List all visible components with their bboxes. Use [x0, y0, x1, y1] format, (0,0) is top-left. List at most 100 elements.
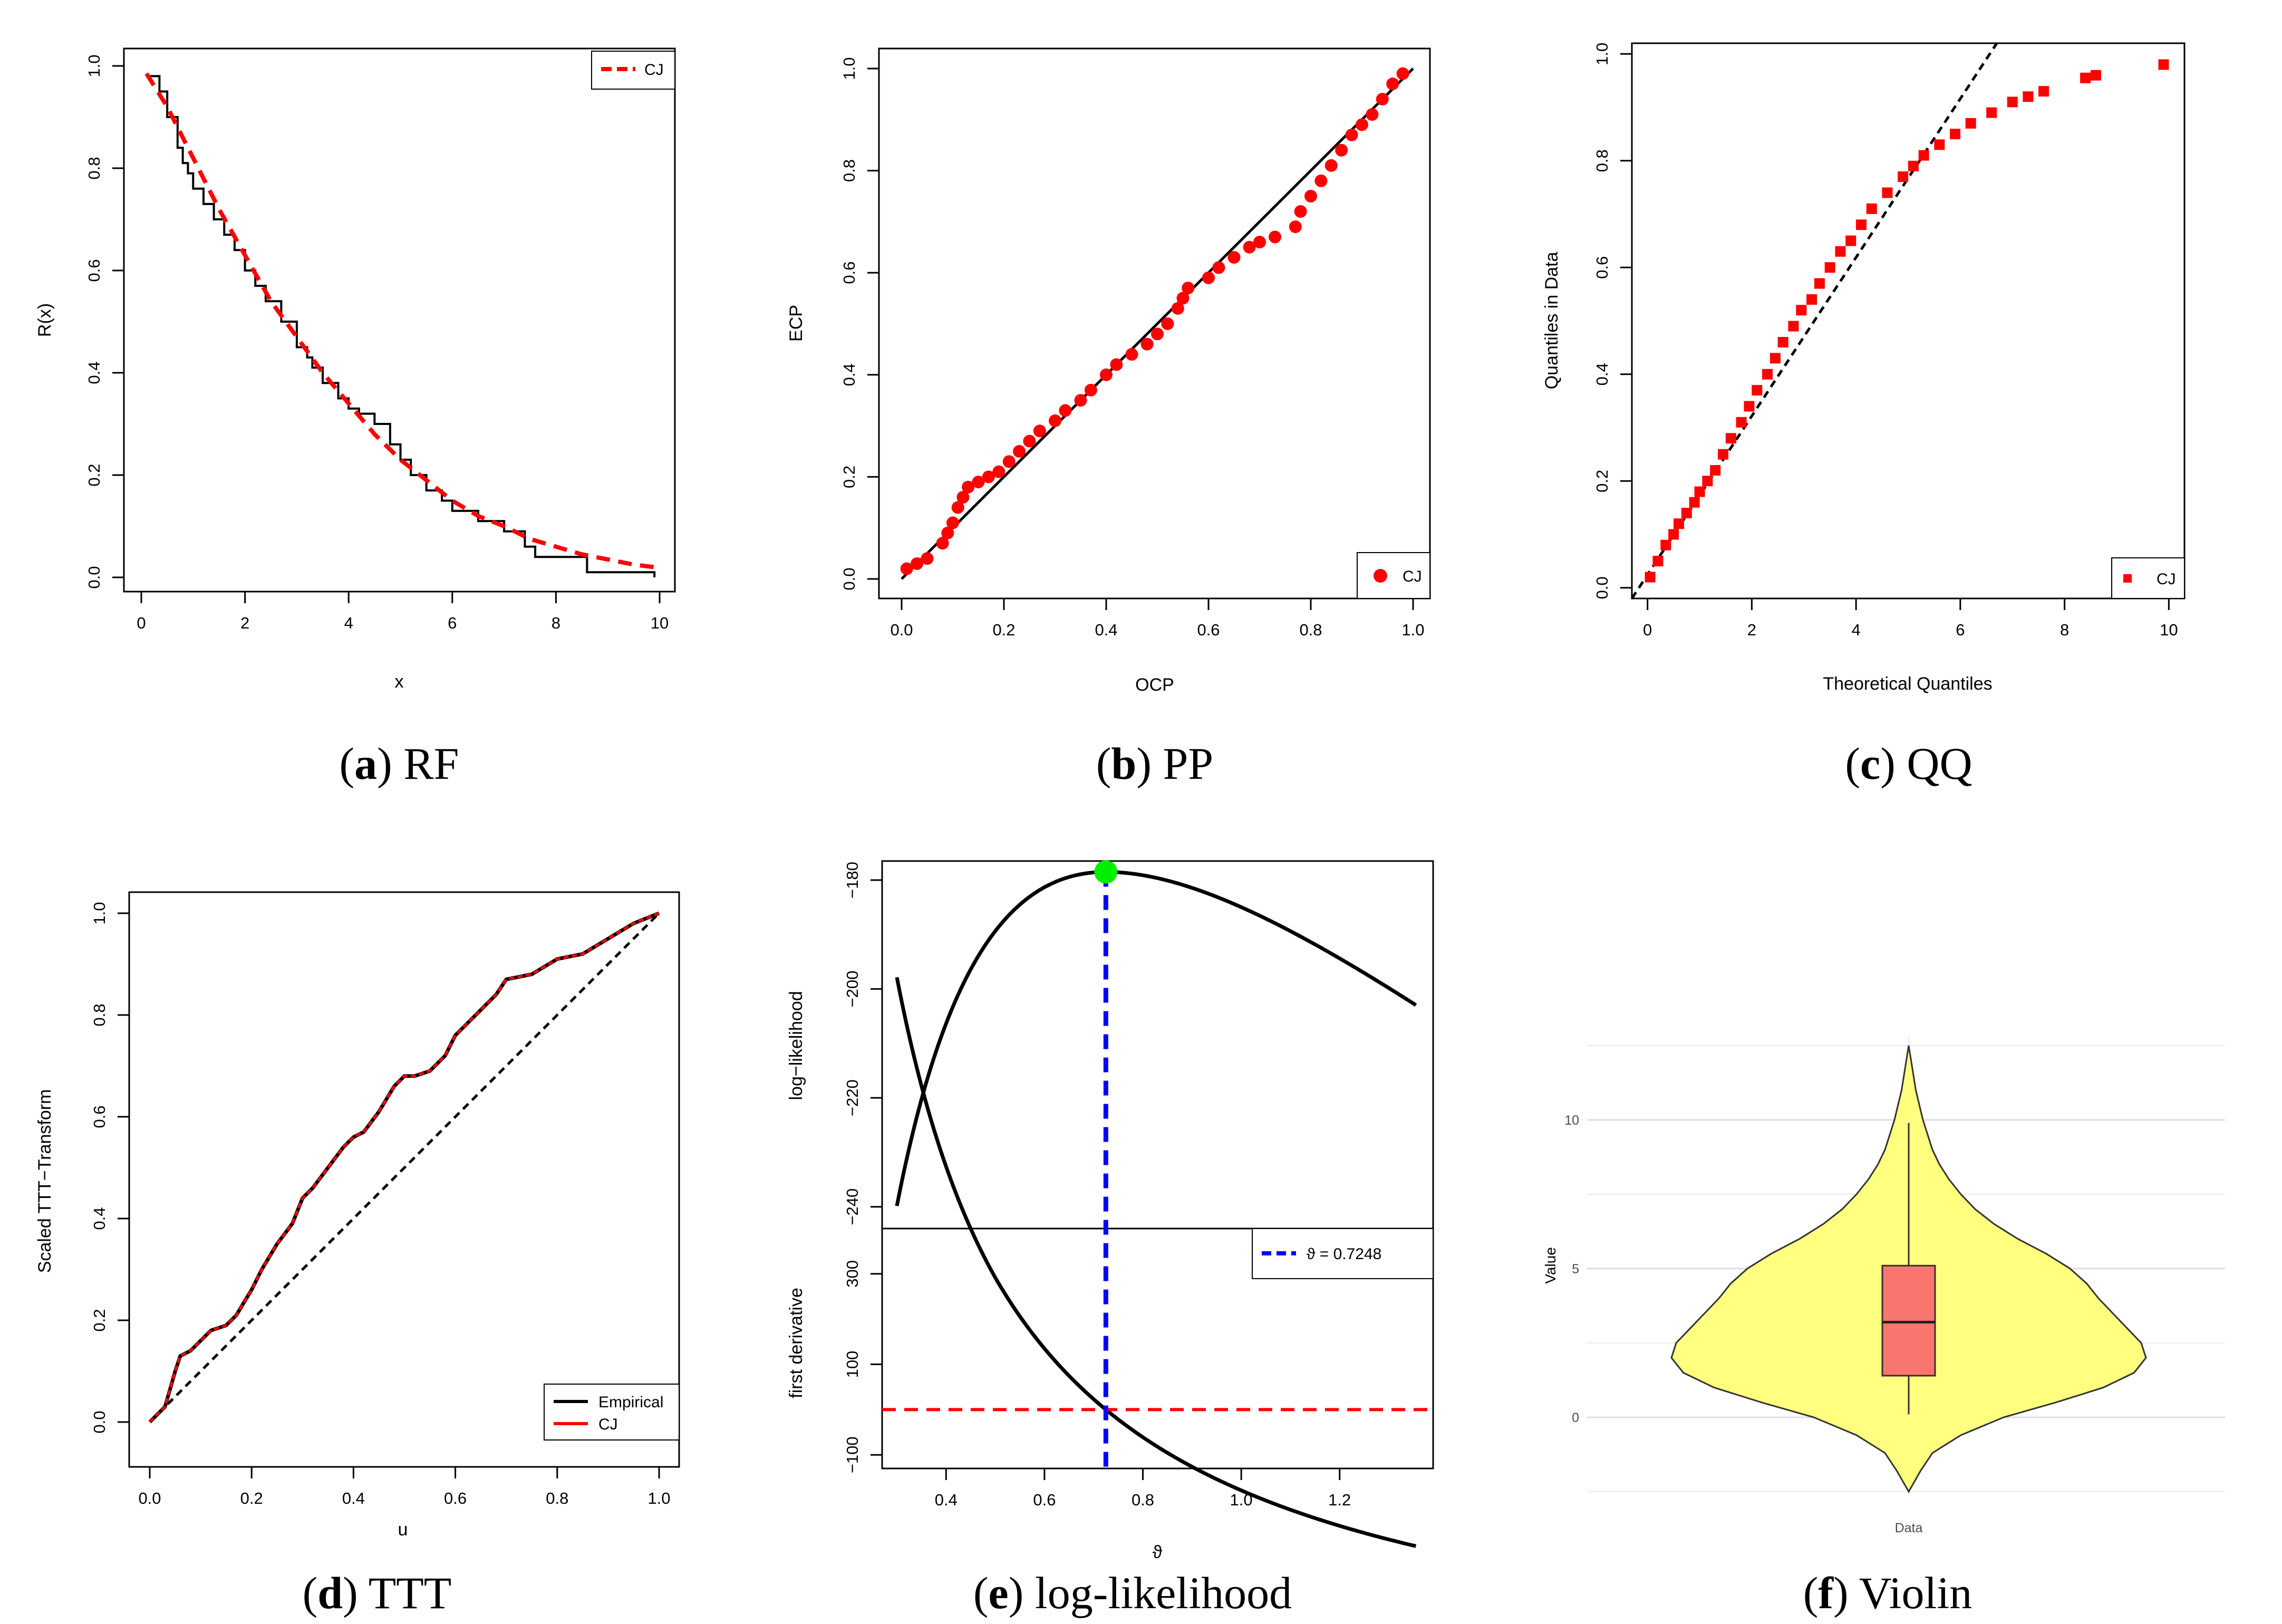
pp-ytick-label-3: 0.6: [840, 262, 858, 284]
loglik-xtick-label-2: 0.8: [1132, 1491, 1154, 1509]
rf-ylabel: R(x): [35, 303, 55, 337]
qq-point: [1725, 433, 1736, 444]
qq-ytick-label-5: 1.0: [1593, 43, 1611, 65]
ttt-legend-empirical-label: Empirical: [598, 1394, 663, 1411]
pp-point: [1033, 424, 1046, 438]
rf-empirical-step-line: [146, 75, 656, 577]
qq-legend-cj-label: CJ: [2157, 571, 2176, 588]
qq-point: [1986, 107, 1997, 118]
qq-point: [1718, 449, 1729, 460]
loglik-xtick-label-0: 0.4: [935, 1491, 958, 1509]
panel-ttt: 0.0 0.2 0.4 0.6 0.8 1.0 0.0 0.2 0.4 0.6 0.8 1.0 u S…: [35, 891, 680, 1540]
qq-xtick-label-4: 8: [2060, 621, 2069, 639]
qq-xtick-label-1: 2: [1747, 621, 1756, 639]
pp-point: [992, 465, 1005, 478]
pp-point: [1074, 394, 1087, 407]
pp-point: [1125, 348, 1138, 361]
pp-point: [1294, 205, 1307, 218]
pp-point: [1345, 128, 1358, 141]
qq-xtick-label-3: 6: [1956, 621, 1965, 639]
pp-point: [1013, 445, 1026, 458]
pp-point: [1243, 240, 1256, 254]
qq-point: [1882, 187, 1893, 198]
ttt-xtick-label-5: 1.0: [647, 1489, 670, 1507]
rf-legend: CJ: [591, 51, 675, 90]
pp-point: [946, 516, 959, 529]
loglik-top-ylabel: log−likelihood: [786, 991, 806, 1100]
caption-c-letter: c: [1860, 738, 1880, 789]
pp-point: [921, 552, 934, 565]
caption-b-letter: b: [1111, 738, 1136, 789]
loglik-top-ytick-label-3: −240: [843, 1188, 862, 1225]
loglik-legend: ϑ = 0.7248: [1252, 1228, 1434, 1279]
pp-point: [1023, 434, 1036, 448]
first-derivative-curve: [895, 977, 1417, 1548]
caption-f-text: Violin: [1859, 1568, 1972, 1618]
rf-xtick-label-2: 4: [344, 614, 353, 632]
loglik-top-frame: [881, 860, 1434, 1230]
qq-ylabel: Quantiles in Data: [1542, 252, 1562, 390]
qq-point: [1908, 160, 1919, 171]
pp-point: [941, 526, 954, 539]
qq-point: [1788, 321, 1799, 332]
loglik-top-ytick-label-1: −200: [843, 971, 862, 1008]
qq-point: [1736, 417, 1747, 428]
qq-point: [1835, 246, 1846, 257]
ttt-ytick-label-5: 1.0: [90, 902, 109, 924]
violin-category-label: Data: [1895, 1521, 1923, 1535]
qq-point: [1796, 305, 1807, 316]
violin-ylabel: Value: [1542, 1247, 1559, 1284]
pp-point: [911, 557, 924, 570]
caption-d: (d) TTT: [303, 1568, 452, 1618]
pp-xtick-label-0: 0.0: [890, 621, 913, 639]
qq-ytick-label-1: 0.2: [1593, 470, 1611, 492]
loglik-bottom-ylabel: first derivative: [786, 1288, 806, 1398]
rf-ytick-label-4: 0.8: [85, 157, 103, 179]
qq-point: [1856, 219, 1867, 230]
pp-point: [900, 562, 913, 575]
qq-plot-frame: [1631, 42, 2186, 600]
qq-point: [2090, 70, 2101, 81]
pp-point: [1324, 159, 1338, 172]
ttt-ytick-label-3: 0.6: [90, 1105, 109, 1128]
panel-loglik: 0.4 0.6 0.8 1.0 1.2−180−200−220−240300100−10…: [786, 860, 1434, 1562]
pp-point: [1171, 302, 1184, 315]
pp-xtick-label-4: 0.8: [1299, 621, 1322, 639]
qq-xtick-label-0: 0: [1643, 621, 1652, 639]
qq-point: [1673, 518, 1684, 529]
caption-b: (b) PP: [1096, 738, 1213, 789]
pp-point: [972, 476, 985, 489]
pp-ytick-label-4: 0.8: [840, 159, 858, 182]
ttt-legend: Empirical CJ: [544, 1384, 680, 1441]
pp-point: [982, 470, 995, 484]
ttt-ylabel: Scaled TTT−Transform: [35, 1089, 55, 1273]
pp-point: [936, 537, 949, 550]
pp-xtick-label-3: 0.6: [1197, 621, 1220, 639]
rf-plot-frame: [123, 47, 676, 593]
pp-point: [951, 501, 964, 514]
ttt-cj-line: [149, 912, 660, 1423]
loglik-bottom-ytick-label-1: 100: [843, 1351, 862, 1378]
qq-reference-line: [1630, 42, 1998, 600]
violin-box: [1881, 1264, 1936, 1377]
pp-xlabel: OCP: [1135, 675, 1174, 695]
qq-point: [1814, 278, 1825, 289]
qq-point: [2023, 91, 2034, 102]
ttt-xtick-label-2: 0.4: [342, 1489, 365, 1507]
qq-point: [2007, 96, 2018, 108]
loglik-legend-label: ϑ = 0.7248: [1307, 1245, 1381, 1263]
qq-point: [1744, 401, 1755, 412]
qq-point: [1777, 337, 1788, 347]
pp-point: [1335, 143, 1348, 157]
ttt-xtick-label-1: 0.2: [240, 1489, 263, 1507]
pp-point: [1202, 271, 1215, 284]
pp-ytick-label-0: 0.0: [840, 567, 858, 590]
pp-point: [962, 480, 975, 494]
pp-point: [1140, 337, 1154, 351]
pp-point: [1227, 251, 1241, 264]
loglik-xtick-label-1: 0.6: [1033, 1491, 1056, 1509]
qq-point: [1949, 129, 1960, 140]
pp-point: [1084, 383, 1097, 397]
loglik-bottom-ytick-label-2: −100: [843, 1436, 862, 1473]
